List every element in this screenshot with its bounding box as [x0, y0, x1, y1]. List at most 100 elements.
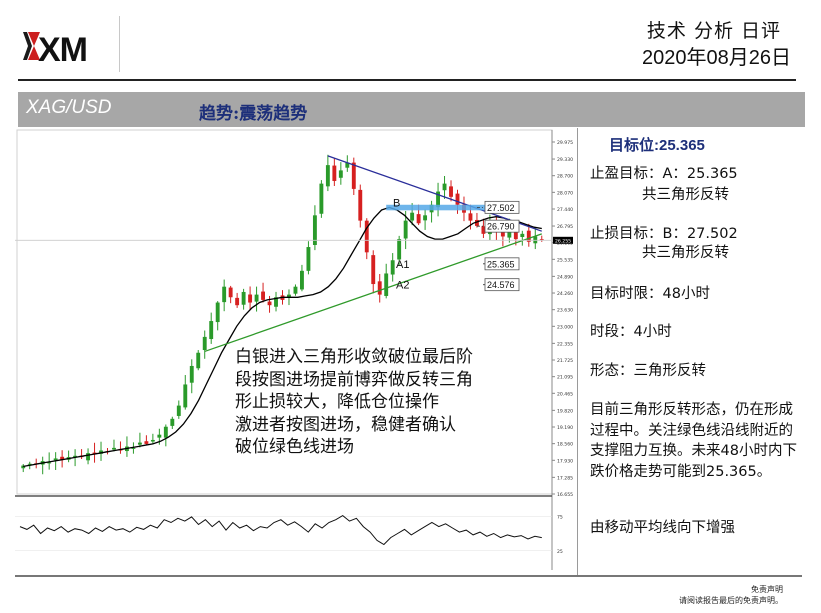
- candle-body: [403, 220, 408, 239]
- oscillator-line: [19, 514, 542, 546]
- candle-body: [475, 219, 479, 226]
- price-tick-label: 24.890: [557, 274, 573, 280]
- footer-rule: [15, 575, 802, 577]
- candle-body: [338, 170, 343, 178]
- candle-body: [423, 215, 428, 221]
- price-chart: 27.502 B 26.790 25.365 A1 24.576 A2 29.975 29.3…: [15, 128, 577, 575]
- candle-body: [332, 165, 337, 181]
- candle-body: [377, 281, 382, 295]
- candle-body: [235, 297, 240, 306]
- disclaimer-text: 请阅读报告最后的免责声明。: [679, 596, 783, 605]
- candle-body: [183, 384, 188, 408]
- candle-body: [358, 189, 363, 221]
- logo-text: XM: [38, 31, 87, 69]
- candle-body: [526, 230, 531, 242]
- candle-body: [222, 286, 227, 303]
- candle-body: [436, 191, 440, 208]
- price-tick-label: 29.975: [557, 140, 573, 146]
- candle-body: [163, 426, 168, 438]
- price-tick-label: 21.095: [557, 375, 573, 381]
- header-rule: [18, 79, 796, 81]
- take-profit-note: 共三角形反转: [642, 187, 729, 203]
- price-tick-label: 25.535: [557, 257, 573, 263]
- candle-body: [196, 352, 201, 369]
- price-tick-label: 23.000: [557, 324, 573, 330]
- price-tick-label: 27.440: [557, 207, 573, 213]
- candle-body: [209, 321, 214, 340]
- price-tick-label: 22.355: [557, 341, 573, 347]
- candle-body: [319, 183, 324, 214]
- annotation-line: 白银进入三角形收敛破位最后阶: [235, 347, 473, 367]
- support-trendline: [204, 233, 542, 353]
- price-tick-label: 29.330: [557, 157, 573, 163]
- candle-body: [306, 247, 311, 271]
- level-tag-label: 25.365: [487, 259, 515, 269]
- candle-body: [351, 162, 356, 189]
- candle-body: [228, 287, 233, 298]
- panel-divider: [577, 128, 578, 575]
- candle-body: [293, 286, 298, 294]
- candle-body: [507, 228, 512, 238]
- price-tick-label: 21.725: [557, 358, 573, 364]
- candle-body: [99, 450, 103, 454]
- candle-body: [533, 236, 538, 244]
- candle-body: [60, 456, 65, 460]
- candle-body: [112, 447, 116, 450]
- xm-logo-mark: XM: [23, 31, 88, 69]
- take-profit-target: 止盈目标：A：25.365: [590, 166, 738, 182]
- candle-body: [500, 229, 505, 237]
- candle-body: [364, 220, 369, 253]
- price-tick-label: 23.630: [557, 308, 573, 314]
- analysis-summary: 目前三角形反转形态，仍在形成过程中。关注绿色线沿线附近的支撑阻力互换。未来48小…: [590, 402, 797, 480]
- current-price-label: 26.255: [555, 238, 571, 244]
- chart-canvas: 27.502 B 26.790 25.365 A1 24.576 A2 29.975 29.3…: [15, 129, 573, 570]
- annotation-line: 段按图进场提前博弈做反转三角: [235, 369, 473, 390]
- candle-body: [170, 418, 175, 426]
- candle-body: [267, 301, 272, 306]
- disclaimer-title: 免责声明: [751, 585, 783, 594]
- candle-body: [47, 462, 52, 464]
- candle-body: [176, 405, 181, 416]
- annotation-line: 激进者按图进场，稳健者确认: [235, 414, 456, 435]
- candle-body: [442, 183, 447, 191]
- candle-body: [137, 442, 142, 445]
- price-tick-label: 17.930: [557, 458, 573, 464]
- symbol-label: XAG/USD: [26, 97, 112, 118]
- level-tag-box: [484, 257, 520, 271]
- candle-body: [539, 239, 544, 241]
- candle-body: [371, 255, 376, 285]
- resistance-zone-band: [386, 204, 516, 211]
- candle-body: [202, 336, 207, 351]
- stop-loss-note: 共三角形反转: [642, 245, 729, 261]
- candle-body: [481, 226, 486, 234]
- level-tag-box: [484, 200, 520, 214]
- candle-body: [261, 291, 265, 300]
- moving-average-line: [23, 206, 542, 468]
- candle-body: [21, 465, 26, 469]
- level-tag-label: 27.502: [487, 203, 515, 213]
- candle-body: [384, 273, 389, 296]
- annotation-line: 形止损较大，降低仓位操作: [235, 392, 439, 412]
- candle-body: [455, 193, 460, 205]
- candle-body: [397, 239, 402, 260]
- candle-body: [53, 458, 58, 461]
- candle-body: [300, 270, 304, 290]
- candle-body: [241, 291, 246, 305]
- annotation-line: 破位绿色线进场: [235, 437, 354, 457]
- level-tag-label: 24.576: [487, 280, 515, 290]
- candle-body: [27, 463, 32, 465]
- candle-body: [520, 233, 525, 238]
- candle-body: [312, 215, 317, 246]
- candle-body: [287, 294, 291, 298]
- price-tick-label: 28.700: [557, 174, 573, 180]
- candle-body: [254, 294, 259, 302]
- candle-body: [150, 439, 155, 442]
- report-title: 技术 分析 日评: [646, 20, 781, 42]
- report-date: 2020年08月26日: [642, 47, 791, 69]
- candle-body: [468, 213, 473, 221]
- price-tick-label: 16.655: [557, 492, 573, 498]
- price-tick-label: 19.190: [557, 425, 573, 431]
- chart-annotation: 白银进入三角形收敛破位最后阶 段按图进场提前博弈做反转三角 形止损较大，降低仓位…: [235, 346, 555, 459]
- candle-body: [131, 447, 136, 449]
- price-tick-label: 17.285: [557, 475, 573, 481]
